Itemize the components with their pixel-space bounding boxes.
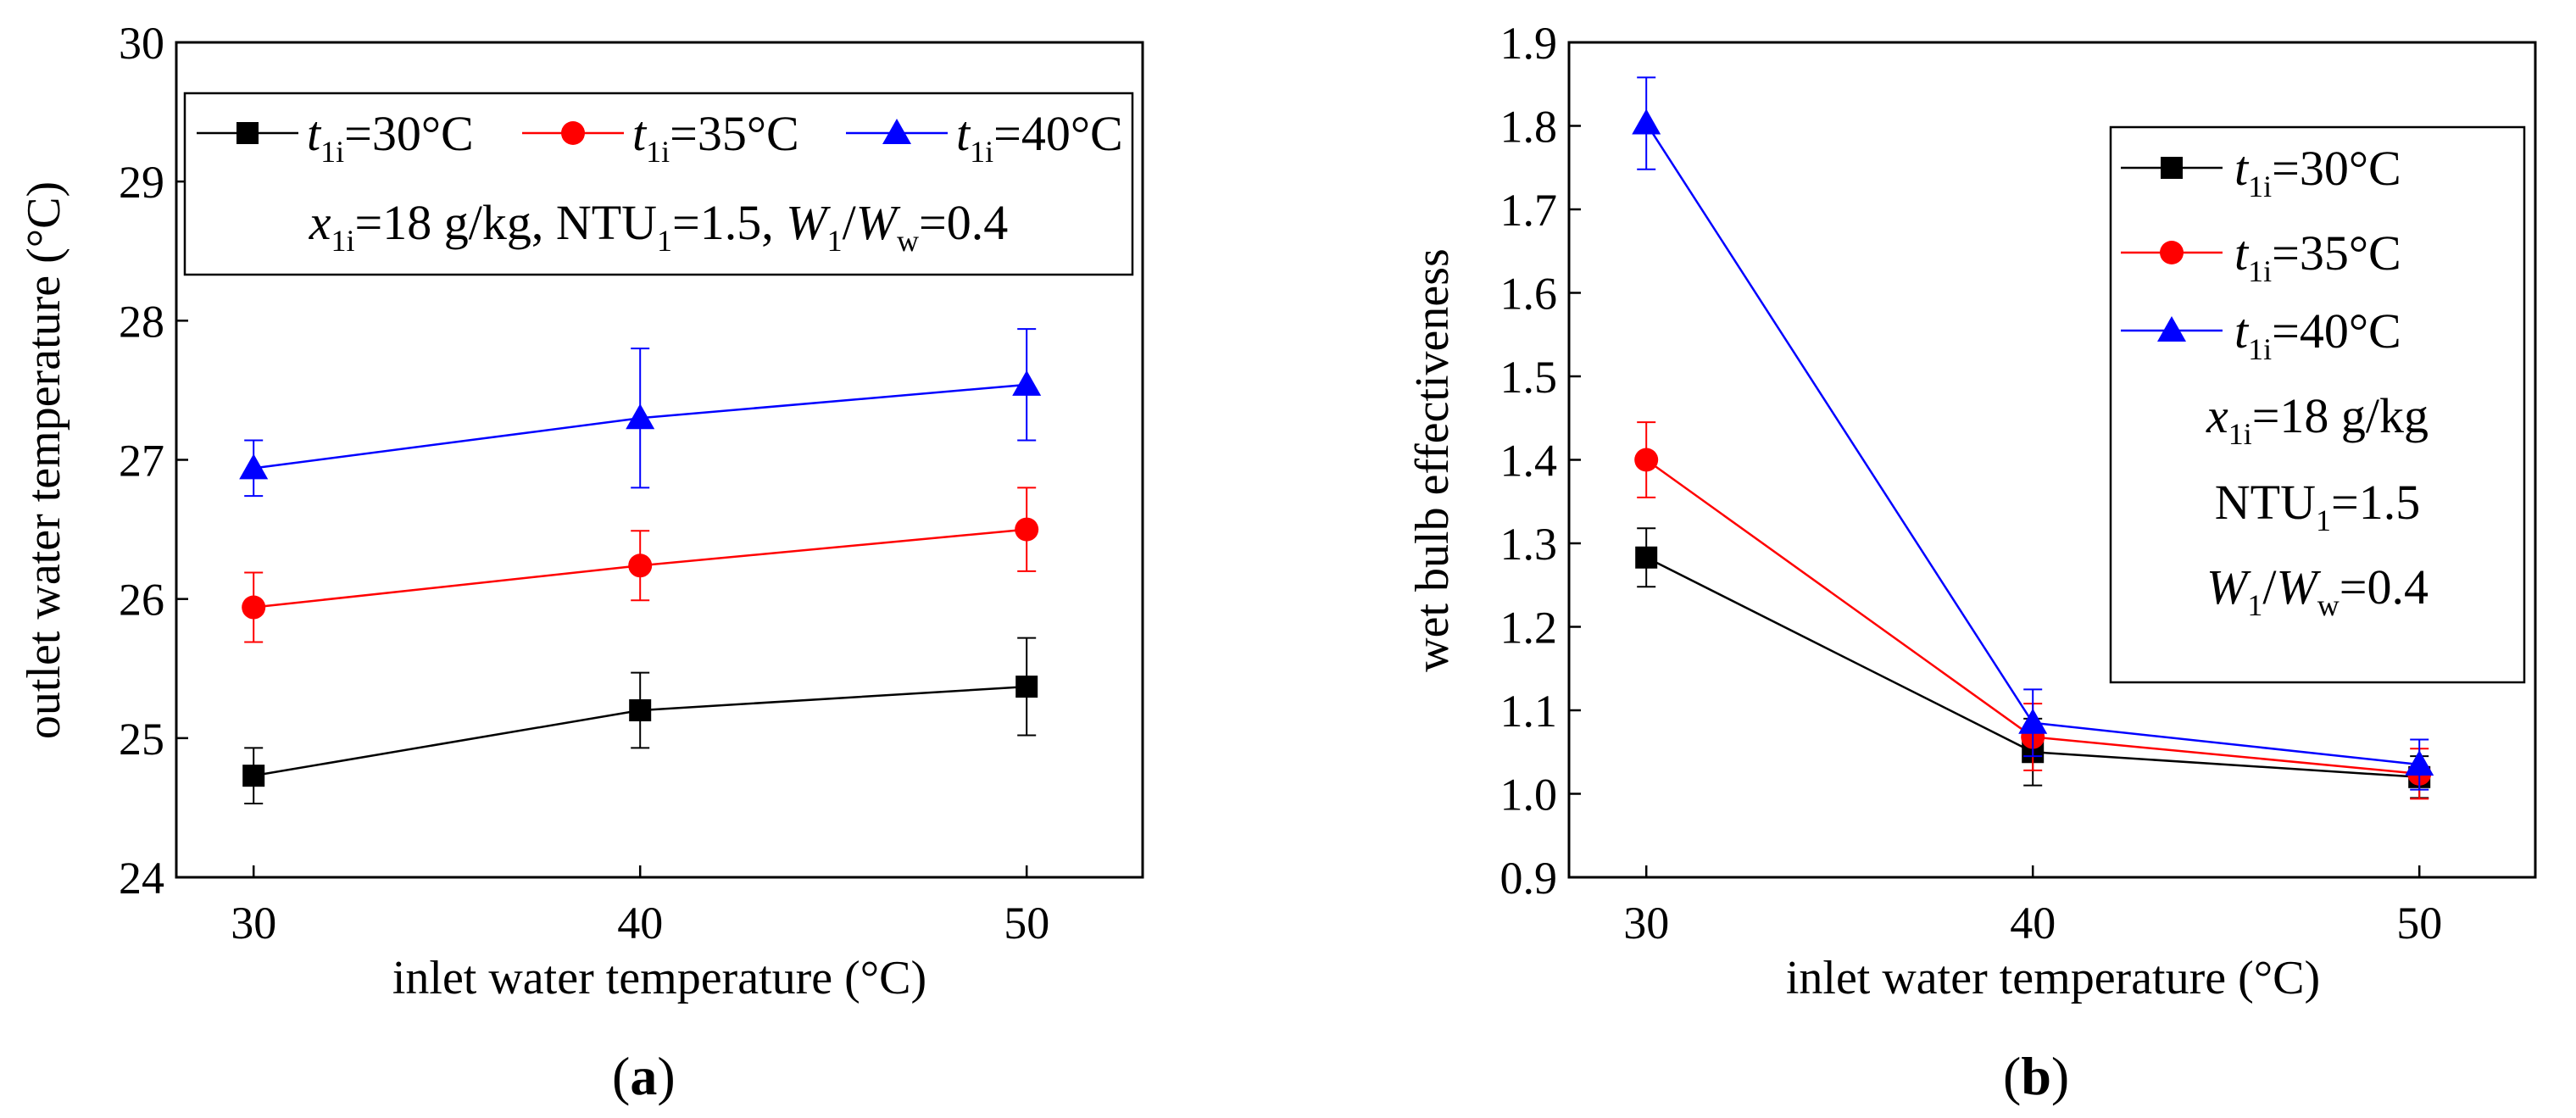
panel-label-b: (b) xyxy=(2003,1046,2070,1106)
axes-b: 0.9 1.0 1.1 1.2 1.3 1.4 1.5 1.6 1.7 1.8 1.9 30 40 50 xyxy=(1500,18,2443,948)
chart-a: 24 25 26 27 28 29 30 30 40 50 t1i=30°C t1i=35°C t… xyxy=(18,18,1144,1004)
y-tick-label-a: 26 xyxy=(119,575,164,626)
y-tick-label-a: 29 xyxy=(119,157,164,208)
axes-a: 24 25 26 27 28 29 30 30 40 50 xyxy=(119,18,1049,948)
data-point-a-1 xyxy=(1015,676,1038,698)
legend-b-label-3: t1i=40°C xyxy=(2234,303,2401,366)
data-point-a-1 xyxy=(629,699,652,721)
legend-b-item-1: t1i=30°C xyxy=(2121,141,2401,203)
legend-a-item-1: t1i=30°C xyxy=(197,106,474,169)
legend-b-annotation-ntu: NTU1=1.5 xyxy=(2215,475,2420,537)
legend-a-marker-triangle xyxy=(882,119,911,144)
x-tick-label-a: 30 xyxy=(231,898,276,948)
data-point-a-2 xyxy=(628,553,653,578)
legend-box-a xyxy=(183,92,1134,276)
legend-b-item-2: t1i=35°C xyxy=(2121,225,2401,288)
legend-b-marker-square xyxy=(2161,157,2183,179)
y-tick-label-b: 1.1 xyxy=(1500,686,1558,737)
legend-b-marker-triangle xyxy=(2157,316,2186,342)
legend-b: t1i=30°C t1i=35°C t1i=40°C x1i=18 g/kg N… xyxy=(2121,141,2429,622)
y-tick-label-b: 1.0 xyxy=(1500,770,1558,820)
data-point-b-3 xyxy=(1632,108,1661,135)
y-tick-label-b: 1.7 xyxy=(1500,185,1558,236)
y-tick-label-b: 1.2 xyxy=(1500,603,1558,654)
data-point-a-3 xyxy=(1012,370,1042,396)
x-axis-label-b: inlet water temperature (°C) xyxy=(1786,952,2320,1004)
legend-a: t1i=30°C t1i=35°C t1i=40°C x1i=18 g/kg, … xyxy=(197,106,1123,258)
y-tick-label-b: 1.8 xyxy=(1500,102,1558,153)
y-tick-label-b: 1.3 xyxy=(1500,519,1558,570)
y-tick-label-a: 24 xyxy=(119,853,164,904)
series-group-b xyxy=(1632,76,2434,800)
panel-label-a: (a) xyxy=(612,1046,676,1106)
legend-a-item-3: t1i=40°C xyxy=(846,106,1123,169)
legend-b-item-3: t1i=40°C xyxy=(2121,303,2401,366)
legend-a-marker-circle xyxy=(561,121,585,145)
x-tick-label-a: 40 xyxy=(617,898,663,948)
legend-b-label-2: t1i=35°C xyxy=(2234,225,2401,288)
data-point-a-3 xyxy=(626,403,655,430)
legend-b-annotation-w: W1/Ww=0.4 xyxy=(2206,559,2429,622)
data-point-b-2 xyxy=(1634,448,1659,472)
y-tick-label-b: 1.4 xyxy=(1500,436,1558,487)
y-axis-label-a: outlet water temperature (°C) xyxy=(18,181,70,739)
x-tick-label-b: 40 xyxy=(2010,898,2056,948)
data-point-a-1 xyxy=(242,765,265,787)
y-tick-label-a: 27 xyxy=(119,436,164,487)
legend-a-label-1: t1i=30°C xyxy=(307,106,474,169)
data-point-b-3 xyxy=(2405,750,2434,776)
data-point-a-3 xyxy=(239,453,269,480)
series-group-a xyxy=(239,328,1042,804)
legend-a-annotation: x1i=18 g/kg, NTU1=1.5, W1/Ww=0.4 xyxy=(309,195,1009,258)
data-point-b-3 xyxy=(2018,708,2048,734)
data-point-a-2 xyxy=(1015,517,1039,542)
legend-b-marker-circle xyxy=(2160,241,2184,264)
legend-b-label-1: t1i=30°C xyxy=(2234,141,2401,203)
legend-a-label-3: t1i=40°C xyxy=(956,106,1123,169)
legend-box-b xyxy=(2109,125,2526,684)
x-tick-label-b: 50 xyxy=(2396,898,2442,948)
y-tick-label-b: 1.5 xyxy=(1500,352,1558,403)
y-tick-label-b: 1.9 xyxy=(1500,18,1558,69)
y-tick-label-b: 0.9 xyxy=(1500,853,1558,904)
y-tick-label-a: 30 xyxy=(119,18,164,69)
legend-a-label-2: t1i=35°C xyxy=(632,106,799,169)
y-tick-label-a: 28 xyxy=(119,296,164,347)
data-point-a-2 xyxy=(242,595,266,620)
chart-b: 0.91.01.11.21.31.41.51.61.71.81.930 40 50 … xyxy=(1406,18,2537,1004)
y-tick-label-a: 25 xyxy=(119,714,164,765)
x-tick-label-a: 50 xyxy=(1004,898,1049,948)
y-tick-label-b: 1.6 xyxy=(1500,269,1558,320)
y-axis-label-b: wet bulb effectiveness xyxy=(1406,248,1459,672)
legend-a-item-2: t1i=35°C xyxy=(522,106,799,169)
x-tick-label-b: 30 xyxy=(1623,898,1669,948)
x-axis-label-a: inlet water temperature (°C) xyxy=(392,952,926,1004)
data-point-b-1 xyxy=(1635,546,1658,569)
legend-a-marker-square xyxy=(236,122,259,144)
legend-b-annotation-x: x1i=18 g/kg xyxy=(2206,388,2429,451)
